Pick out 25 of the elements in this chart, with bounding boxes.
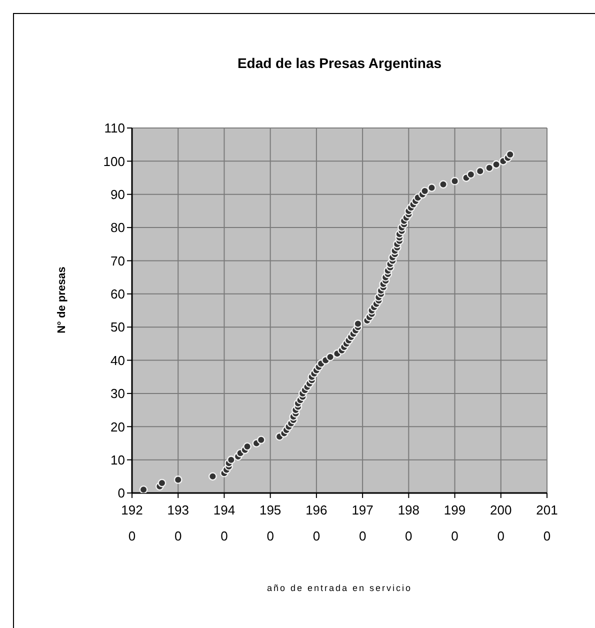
x-tick-label: 192 0 — [121, 502, 143, 544]
y-tick-label: 80 — [110, 220, 125, 236]
y-tick-label: 30 — [110, 386, 125, 402]
y-tick-label: 110 — [104, 120, 125, 136]
x-axis-title: año de entrada en servicio — [266, 583, 414, 593]
y-tick-label: 90 — [110, 186, 125, 202]
x-tick-label: 193 0 — [167, 502, 189, 544]
y-tick-label: 20 — [110, 419, 125, 434]
y-tick-label: 10 — [110, 452, 125, 468]
chart-title: Edad de las Presas Argentinas — [236, 55, 443, 71]
y-tick-label: 70 — [110, 253, 125, 268]
x-tick-label: 199 0 — [444, 502, 466, 544]
x-tick-label: 200 0 — [490, 502, 512, 544]
y-tick-label: 40 — [110, 352, 125, 368]
x-tick-label: 194 0 — [213, 502, 236, 544]
x-tick-label: 201 0 — [536, 502, 558, 544]
y-axis-title: N° de presas — [56, 266, 68, 334]
x-tick-label: 196 0 — [306, 502, 328, 544]
y-tick-label: 60 — [110, 286, 125, 302]
x-tick-label: 198 0 — [398, 502, 420, 544]
x-tick-label: 197 0 — [352, 502, 374, 544]
x-tick-label: 195 0 — [259, 502, 282, 544]
y-tick-label: 0 — [118, 486, 125, 501]
y-tick-label: 100 — [103, 154, 125, 169]
y-tick-label: 50 — [110, 320, 125, 335]
